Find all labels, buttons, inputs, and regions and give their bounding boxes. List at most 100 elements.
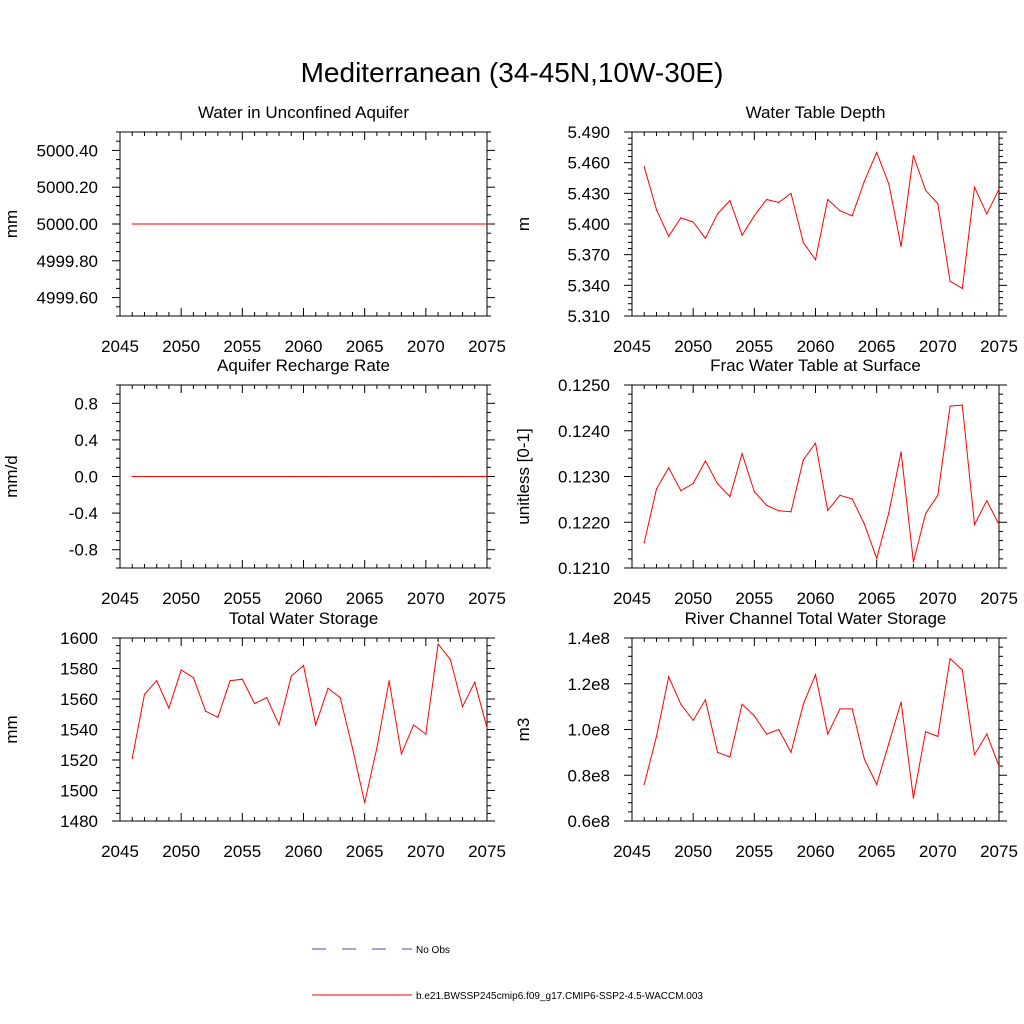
x-tick-label: 2060 [285,337,323,356]
data-point [278,724,280,726]
data-point [717,483,719,485]
data-point [876,783,878,786]
chart-title: River Channel Total Water Storage [685,609,947,628]
x-tick-label: 2075 [468,842,506,861]
y-axis-label: mm/d [2,455,21,498]
y-tick-label: 1480 [60,812,98,831]
chart-title: Water in Unconfined Aquifer [198,103,409,122]
x-tick-label: 2055 [735,589,773,608]
data-point [253,702,256,705]
data-point [400,223,402,225]
data-point [814,674,817,676]
data-point [205,710,207,712]
data-point [925,512,927,515]
data-point [643,542,645,544]
data-point [192,223,194,225]
data-point [655,735,658,737]
data-point [168,707,170,709]
x-tick-label: 2065 [858,842,896,861]
x-tick-label: 2045 [101,842,139,861]
data-point [241,223,243,225]
y-axis-label: m [514,217,533,231]
data-point [400,753,402,755]
x-tick-label: 2075 [468,589,506,608]
data-point [205,475,207,478]
y-tick-label: 0.1250 [558,376,610,395]
data-point [486,475,488,478]
y-axis-label: mm [2,210,21,238]
data-point [937,202,939,205]
y-tick-label: 5.460 [567,154,610,173]
data-point [765,198,768,201]
data-point [376,475,378,478]
data-point [290,475,292,478]
x-tick-label: 2070 [407,337,445,356]
data-point [704,237,707,239]
data-point [486,223,488,225]
x-tick-label: 2050 [674,337,712,356]
data-point [413,724,415,726]
x-tick-label: 2045 [101,589,139,608]
data-point [217,716,219,718]
y-tick-label: 4999.60 [37,289,98,308]
y-tick-label: 1520 [60,751,98,770]
data-point [973,523,976,526]
y-tick-label: 0.0 [74,468,98,487]
data-point [790,751,792,753]
data-point [413,223,415,225]
data-point [278,475,280,478]
data-point [388,223,390,225]
data-point [643,783,645,786]
y-tick-label: 0.6e8 [567,812,610,831]
chart-panel-6: River Channel Total Water Storage m3 2045 2… [514,609,1018,861]
plot-frame [631,131,1000,317]
data-point [704,699,707,701]
y-tick-label: 5.400 [567,215,610,234]
data-point [266,696,268,699]
data-point [156,680,158,682]
series-line [131,642,488,803]
data-point [827,198,829,201]
data-point [912,797,914,799]
data-point [765,504,768,506]
data-point [229,223,231,225]
x-tick-label: 2055 [223,589,261,608]
data-point [814,442,817,444]
data-point [302,475,305,478]
legend-obs-label: No Obs [416,945,450,956]
x-tick-label: 2050 [162,589,200,608]
x-tick-label: 2060 [285,589,323,608]
data-point [474,681,476,683]
x-tick-label: 2055 [735,337,773,356]
plot-frame [631,637,1000,822]
y-tick-label: 1500 [60,782,98,801]
data-point [961,287,963,289]
data-point [912,154,914,157]
data-point [449,475,451,478]
chart-panel-4: Frac Water Table at Surface unitless [0-1… [514,356,1018,608]
data-point [888,183,890,185]
x-tick-label: 2055 [735,842,773,861]
data-point [388,680,390,682]
x-tick-label: 2060 [797,337,835,356]
x-tick-label: 2045 [613,337,651,356]
y-tick-label: 0.1220 [558,513,610,532]
data-point [827,733,829,735]
y-tick-label: 1580 [60,660,98,679]
data-point [192,475,194,478]
plot-frame [631,384,1000,569]
data-point [937,735,939,737]
data-point [680,703,682,705]
data-point [753,215,755,217]
data-point [863,758,866,760]
data-point [876,151,878,154]
data-point [888,742,890,744]
data-point [327,475,329,478]
x-tick-label: 2055 [223,842,261,861]
data-point [351,475,354,478]
data-point [364,802,366,804]
y-tick-label: 4999.80 [37,252,98,271]
data-point [900,451,902,453]
chart-panel-1: Water in Unconfined Aquifer mm 2045 2050 205… [2,103,506,356]
data-point [998,523,1000,526]
